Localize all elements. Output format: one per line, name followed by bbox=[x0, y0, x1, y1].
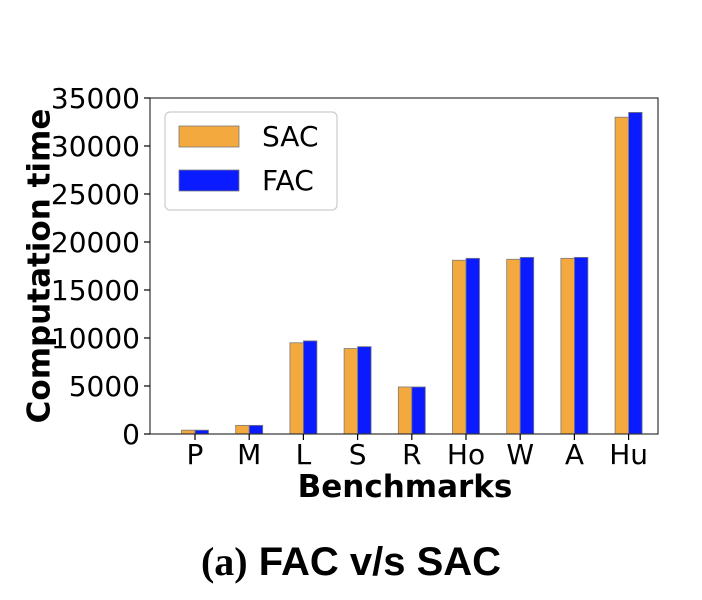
x-tick-label-w: W bbox=[506, 438, 534, 471]
bar-sac-m bbox=[235, 424, 250, 435]
x-axis: P M L S R Ho W A Hu bbox=[187, 434, 648, 471]
y-tick-label: 15000 bbox=[51, 274, 140, 307]
y-tick-label: 5000 bbox=[69, 370, 140, 403]
y-tick-label: 0 bbox=[122, 418, 140, 451]
legend-swatch-sac bbox=[178, 125, 240, 148]
y-tick-label: 35000 bbox=[51, 82, 140, 115]
bar-sac-l bbox=[289, 342, 304, 435]
x-tick-label-ho: Ho bbox=[447, 438, 485, 471]
legend-swatch-fac bbox=[178, 169, 240, 192]
bar-sac-ho bbox=[452, 259, 467, 435]
bar-fac-s bbox=[357, 346, 372, 435]
bar-sac-s bbox=[343, 348, 359, 435]
figure-caption: (a) FAC v/s SAC bbox=[0, 538, 702, 585]
bars-group bbox=[181, 112, 643, 435]
x-tick-label-l: L bbox=[296, 438, 312, 471]
legend-label-sac: SAC bbox=[262, 120, 319, 153]
x-tick-label-p: P bbox=[187, 438, 204, 471]
legend: SAC FAC bbox=[164, 111, 338, 211]
x-tick-label-s: S bbox=[349, 438, 367, 471]
bar-fac-hu bbox=[628, 112, 643, 435]
x-tick-label-m: M bbox=[237, 438, 261, 471]
bar-fac-ho bbox=[465, 257, 480, 435]
x-tick-label-r: R bbox=[402, 438, 421, 471]
y-axis: 0 5000 10000 15000 20000 25000 30000 35000 bbox=[51, 82, 150, 451]
bar-sac-r bbox=[397, 386, 413, 435]
bar-fac-m bbox=[248, 424, 264, 435]
bar-fac-w bbox=[519, 256, 535, 435]
caption-label: (a) bbox=[200, 539, 248, 584]
x-tick-label-a: A bbox=[565, 438, 584, 471]
y-tick-label: 10000 bbox=[51, 322, 140, 355]
x-axis-label: Benchmarks bbox=[298, 469, 513, 505]
y-axis-label: Computation time bbox=[22, 109, 58, 424]
bar-sac-w bbox=[506, 258, 521, 435]
x-tick-label-hu: Hu bbox=[609, 438, 648, 471]
bar-sac-hu bbox=[614, 116, 629, 435]
y-tick-label: 30000 bbox=[51, 130, 140, 163]
legend-label-fac: FAC bbox=[262, 164, 314, 197]
y-tick-label: 20000 bbox=[51, 226, 140, 259]
y-tick-label: 25000 bbox=[51, 178, 140, 211]
bar-fac-a bbox=[574, 256, 589, 435]
caption-text: FAC v/s SAC bbox=[258, 540, 502, 584]
bar-fac-l bbox=[302, 340, 318, 435]
plot-frame bbox=[149, 97, 659, 435]
bar-sac-a bbox=[560, 257, 575, 435]
bar-fac-r bbox=[411, 386, 426, 435]
